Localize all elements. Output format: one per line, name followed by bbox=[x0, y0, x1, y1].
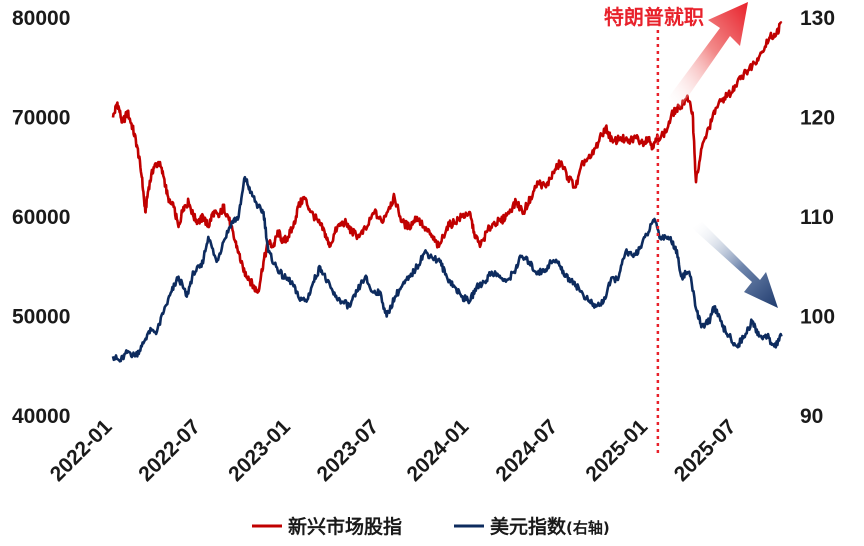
x-tick-label: 2023-07 bbox=[313, 415, 384, 486]
series-layer bbox=[111, 21, 783, 363]
left-y-tick-label: 40000 bbox=[12, 405, 70, 428]
right-y-tick-label: 90 bbox=[800, 405, 823, 428]
up-trend-arrow bbox=[668, 2, 748, 108]
x-tick-label: 2022-07 bbox=[134, 415, 205, 486]
left-y-axis: 40000 50000 60000 70000 80000 bbox=[12, 7, 70, 428]
legend-label-dxy-suffix: (右轴) bbox=[566, 519, 610, 537]
legend-label-dxy-main: 美元指数 bbox=[490, 515, 567, 538]
right-y-tick-label: 130 bbox=[800, 7, 835, 30]
inauguration-label: 特朗普就职 bbox=[604, 5, 704, 29]
left-y-tick-label: 80000 bbox=[12, 7, 70, 30]
legend-label-dxy: 美元指数(右轴) bbox=[490, 515, 610, 538]
x-tick-label: 2025-01 bbox=[581, 415, 652, 486]
legend: 新兴市场股指 美元指数(右轴) bbox=[252, 515, 610, 538]
left-y-tick-label: 70000 bbox=[12, 107, 70, 130]
right-y-tick-label: 120 bbox=[800, 107, 835, 130]
x-tick-label: 2024-07 bbox=[491, 415, 562, 486]
x-axis: 2022-01 2022-07 2023-01 2023-07 2024-01 2024-… bbox=[46, 415, 741, 486]
x-tick-label: 2025-07 bbox=[670, 415, 741, 486]
dollar-index-line bbox=[111, 175, 783, 363]
right-y-tick-label: 110 bbox=[800, 206, 834, 229]
x-tick-label: 2024-01 bbox=[403, 415, 474, 486]
em-index-line bbox=[111, 21, 783, 294]
legend-label-em-index: 新兴市场股指 bbox=[288, 515, 402, 538]
left-y-tick-label: 50000 bbox=[12, 306, 70, 329]
left-y-tick-label: 60000 bbox=[12, 206, 70, 229]
x-tick-label: 2023-01 bbox=[224, 415, 295, 486]
down-trend-arrow bbox=[692, 222, 778, 308]
right-y-axis: 90 100 110 120 130 bbox=[800, 7, 835, 428]
right-y-tick-label: 100 bbox=[800, 306, 835, 329]
